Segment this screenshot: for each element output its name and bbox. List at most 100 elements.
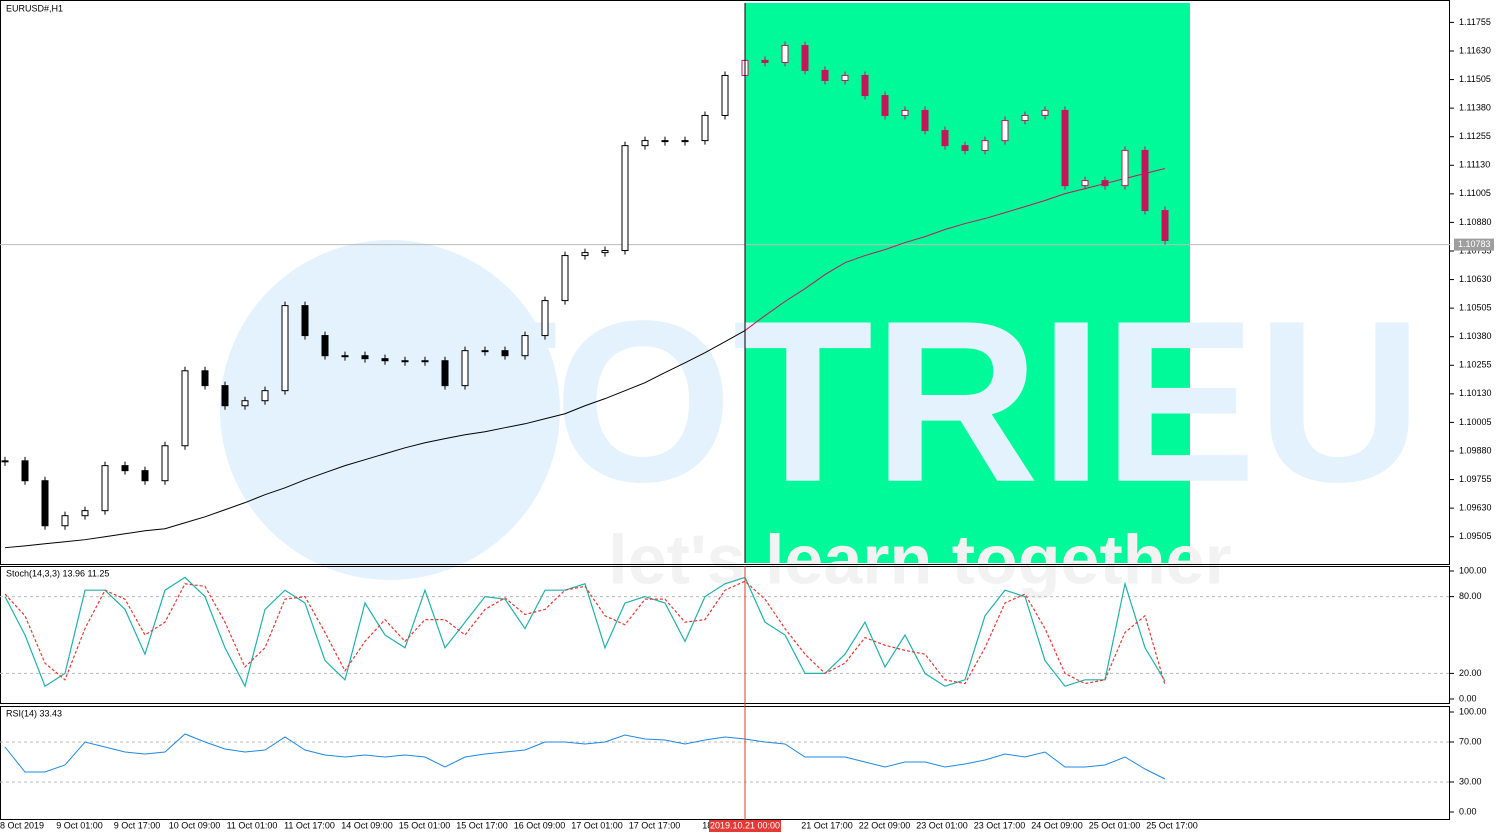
x-tick-label: 9 Oct 17:00 [114, 820, 161, 830]
candle-body [621, 145, 629, 252]
y-tick-label: 1.11005 [1459, 188, 1491, 198]
candle-body [601, 250, 609, 254]
y-tick-label: 1.10005 [1459, 417, 1492, 427]
candle-body [481, 350, 489, 353]
candle-body [81, 510, 89, 517]
x-tick-label: 11 Oct 17:00 [284, 820, 335, 830]
candle-body [1, 460, 9, 463]
candle-body [361, 355, 369, 360]
y-tick-label: 1.09505 [1459, 531, 1492, 541]
candle-body [1121, 149, 1129, 187]
x-tick-label: 10 Oct 09:00 [169, 820, 221, 830]
candle-body [921, 109, 929, 132]
candle-body [101, 465, 109, 512]
x-tick-label: 23 Oct 01:00 [916, 820, 968, 830]
ma-line [744, 168, 1166, 331]
candle-body [941, 130, 949, 147]
y-tick-label: 1.09755 [1459, 474, 1492, 484]
watermark-tagline: let's learn together [608, 520, 1231, 598]
panel-frame [0, 566, 1450, 704]
x-tick-label: 16 Oct 09:00 [514, 820, 566, 830]
zone-label-box [709, 820, 781, 832]
candle-body [581, 252, 589, 257]
y-tick-label: 100.00 [1459, 706, 1487, 716]
watermark: TOTRIEU [417, 273, 1422, 530]
candle-body [841, 74, 849, 81]
candle-body [201, 370, 209, 387]
y-tick-label: 1.11130 [1459, 160, 1490, 170]
candle-body [861, 74, 869, 97]
y-tick-label: 20.00 [1459, 668, 1482, 678]
candle-body [141, 470, 149, 482]
x-tick-label: 17 Oct 17:00 [629, 820, 681, 830]
candle-body [541, 300, 549, 337]
y-tick-label: 100.00 [1459, 565, 1487, 575]
candle-body [281, 305, 289, 392]
candle-body [781, 45, 789, 63]
candle-body [181, 370, 189, 447]
x-tick-label: 24 Oct 09:00 [1031, 820, 1083, 830]
rsi-line [4, 733, 1166, 780]
candle-body [1101, 180, 1109, 187]
x-tick-label: 14 Oct 09:00 [341, 820, 393, 830]
candle-body [1081, 180, 1089, 187]
y-tick-label: 0.00 [1459, 693, 1477, 703]
y-tick-label: 1.11505 [1459, 74, 1491, 84]
candle-body [521, 335, 529, 357]
stoch-title: Stoch(14,3,3) 13.96 11.25 [6, 568, 109, 578]
candle-body [1161, 210, 1169, 241]
y-tick-label: 1.10630 [1459, 274, 1492, 284]
chart-title: EURUSD#,H1 [6, 3, 63, 13]
panel-frame [0, 706, 1450, 820]
candle-body [501, 350, 509, 357]
y-tick-label: 0.00 [1459, 806, 1477, 816]
candle-body [121, 465, 129, 472]
y-tick-label: 70.00 [1459, 736, 1482, 746]
y-tick-label: 1.11755 [1459, 17, 1491, 27]
candle-body [561, 255, 569, 302]
candle-body [421, 360, 429, 363]
y-tick-label: 1.10130 [1459, 388, 1492, 398]
candle-body [341, 355, 349, 358]
candle-body [901, 109, 909, 116]
x-tick-label: 25 Oct 17:00 [1146, 820, 1198, 830]
candle-body [1021, 114, 1029, 121]
candle-body [1141, 149, 1149, 212]
candle-body [701, 114, 709, 142]
x-tick-label: 17 Oct 01:00 [571, 820, 623, 830]
y-tick-label: 1.09630 [1459, 503, 1492, 513]
y-tick-label: 80.00 [1459, 591, 1482, 601]
y-tick-label: 1.11630 [1459, 45, 1491, 55]
y-tick-label: 1.09880 [1459, 445, 1492, 455]
candle-body [41, 480, 49, 527]
y-tick-label: 1.11255 [1459, 131, 1491, 141]
candle-body [321, 335, 329, 357]
y-tick-label: 1.10380 [1459, 331, 1492, 341]
current-price-label: 1.10783 [1458, 239, 1491, 249]
candle-body [981, 140, 989, 151]
candle-body [401, 360, 409, 363]
x-tick-label: 25 Oct 01:00 [1089, 820, 1141, 830]
x-tick-label: 21 Oct 17:00 [801, 820, 853, 830]
candle-body [221, 385, 229, 407]
candle-body [381, 358, 389, 362]
x-tick-label: 9 Oct 01:00 [56, 820, 103, 830]
candle-body [1061, 109, 1069, 187]
candle-body [1001, 119, 1009, 142]
candle-body [21, 460, 29, 482]
y-tick-label: 1.10505 [1459, 303, 1492, 313]
candle-body [441, 360, 449, 387]
candle-body [1041, 109, 1049, 116]
x-tick-label: 15 Oct 17:00 [456, 820, 508, 830]
candle-body [61, 515, 69, 527]
current-price-box [1454, 238, 1494, 251]
y-tick-label: 1.10255 [1459, 360, 1492, 370]
candle-body [241, 400, 249, 407]
y-tick-label: 1.10880 [1459, 217, 1492, 227]
candle-body [681, 140, 689, 143]
candle-body [961, 145, 969, 151]
candle-body [161, 445, 169, 482]
candle-body [801, 45, 809, 71]
stoch-line [4, 580, 1166, 686]
